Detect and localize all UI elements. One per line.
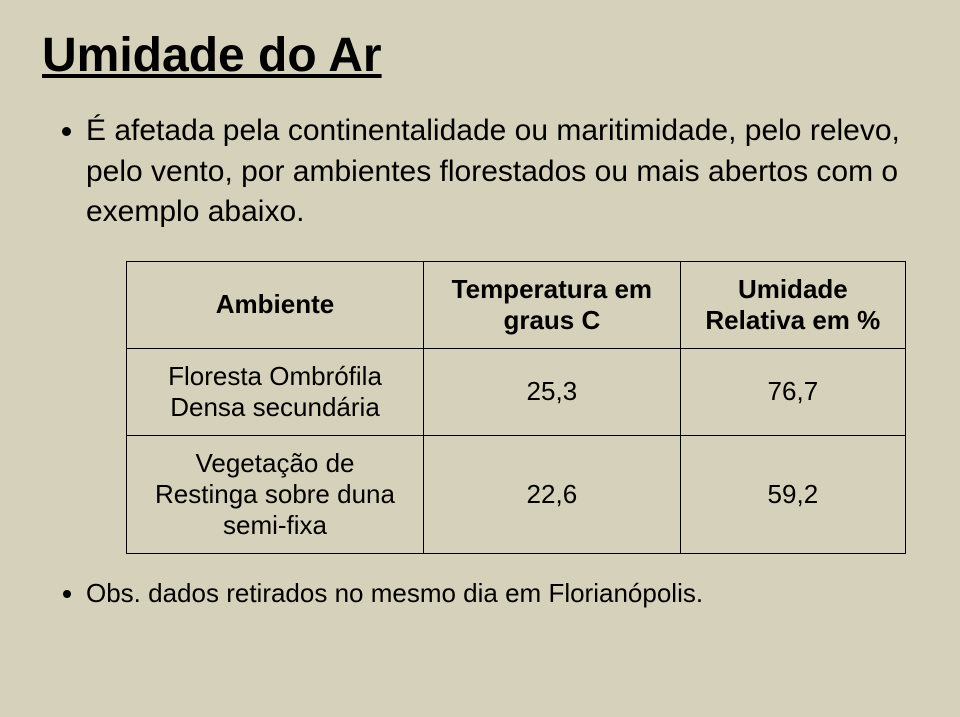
cell-umidade: 76,7 bbox=[680, 348, 905, 435]
col-header-umidade: Umidade Relativa em % bbox=[680, 261, 905, 348]
cell-temperatura: 22,6 bbox=[424, 435, 681, 553]
slide-title: Umidade do Ar bbox=[42, 28, 918, 83]
cell-temperatura: 25,3 bbox=[424, 348, 681, 435]
col-header-ambiente: Ambiente bbox=[127, 261, 424, 348]
table-header-row: Ambiente Temperatura em graus C Umidade … bbox=[127, 261, 906, 348]
note-list: Obs. dados retirados no mesmo dia em Flo… bbox=[42, 578, 918, 609]
data-table: Ambiente Temperatura em graus C Umidade … bbox=[126, 261, 906, 554]
table-row: Vegetação de Restinga sobre duna semi-fi… bbox=[127, 435, 906, 553]
bullet-list: É afetada pela continentalidade ou marit… bbox=[42, 111, 918, 233]
slide: Umidade do Ar É afetada pela continental… bbox=[0, 0, 960, 717]
cell-ambiente: Floresta Ombrófila Densa secundária bbox=[127, 348, 424, 435]
footnote: Obs. dados retirados no mesmo dia em Flo… bbox=[86, 578, 918, 609]
col-header-temperatura: Temperatura em graus C bbox=[424, 261, 681, 348]
cell-ambiente: Vegetação de Restinga sobre duna semi-fi… bbox=[127, 435, 424, 553]
cell-umidade: 59,2 bbox=[680, 435, 905, 553]
table-row: Floresta Ombrófila Densa secundária 25,3… bbox=[127, 348, 906, 435]
bullet-item: É afetada pela continentalidade ou marit… bbox=[86, 111, 918, 233]
